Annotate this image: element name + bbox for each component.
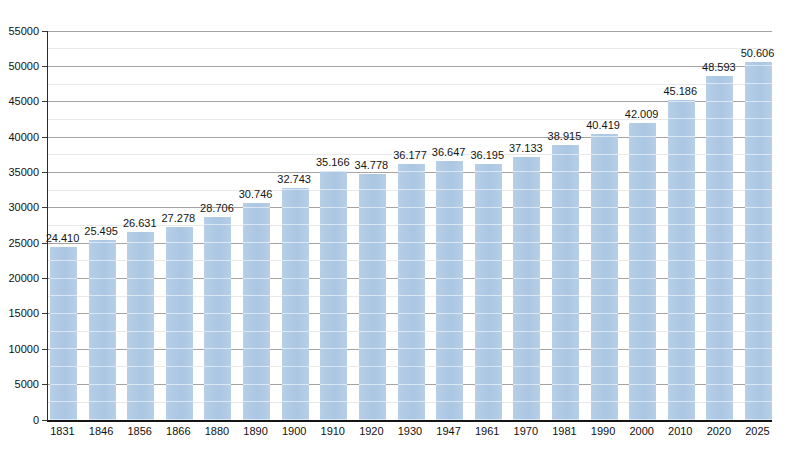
x-tick-label: 1981	[542, 425, 586, 437]
bar-1866	[166, 227, 193, 420]
y-tick-label: 10000	[0, 343, 39, 356]
bar-value-label: 32.743	[262, 173, 326, 185]
x-tick-label: 1961	[465, 425, 509, 437]
x-tick-label: 1900	[272, 425, 316, 437]
bar-value-label: 48.593	[687, 61, 751, 73]
y-tick-label: 45000	[0, 95, 39, 108]
bar-1880	[204, 217, 231, 420]
bar-value-label: 38.915	[532, 130, 596, 142]
bar-1900	[282, 188, 309, 420]
major-gridline	[48, 31, 772, 32]
bar-1947	[436, 161, 463, 420]
y-tick-label: 5000	[0, 378, 39, 391]
bar-1910	[320, 171, 347, 420]
bar-value-label: 37.133	[494, 142, 558, 154]
x-tick-label: 1890	[234, 425, 278, 437]
bar-1970	[513, 157, 540, 420]
x-tick-label: 2000	[620, 425, 664, 437]
y-tick-label: 20000	[0, 272, 39, 285]
x-tick-label: 1910	[311, 425, 355, 437]
x-tick-label: 1880	[195, 425, 239, 437]
minor-gridline	[48, 84, 772, 85]
y-tick-label: 35000	[0, 166, 39, 179]
x-tick-label: 1920	[349, 425, 393, 437]
x-tick-label: 1866	[156, 425, 200, 437]
bar-1846	[89, 240, 116, 420]
y-tick-label: 40000	[0, 131, 39, 144]
bar-1930	[398, 164, 425, 420]
bar-value-label: 28.706	[185, 202, 249, 214]
x-tick-label: 1947	[427, 425, 471, 437]
x-tick-label: 1970	[504, 425, 548, 437]
bar-1920	[359, 174, 386, 420]
population-bar-chart: 0500010000150002000025000300003500040000…	[0, 0, 800, 450]
major-gridline	[48, 137, 772, 138]
bar-1856	[127, 232, 154, 420]
x-tick-label: 1846	[79, 425, 123, 437]
x-tick-label: 1930	[388, 425, 432, 437]
x-tick-label: 2010	[658, 425, 702, 437]
x-tick-label: 1856	[118, 425, 162, 437]
bar-2000	[629, 123, 656, 420]
bar-1981	[552, 145, 579, 420]
bar-value-label: 50.606	[726, 47, 790, 59]
x-tick-label: 2020	[697, 425, 741, 437]
bar-value-label: 30.746	[224, 188, 288, 200]
major-gridline	[48, 66, 772, 67]
bar-value-label: 42.009	[610, 108, 674, 120]
bar-value-label: 40.419	[571, 119, 635, 131]
y-tick-label: 30000	[0, 201, 39, 214]
bar-1890	[243, 203, 270, 420]
y-tick-label: 55000	[0, 25, 39, 38]
bar-1961	[475, 164, 502, 420]
x-tick-label: 2025	[736, 425, 780, 437]
bar-2025	[745, 62, 772, 420]
x-tick-label: 1831	[41, 425, 85, 437]
major-gridline	[48, 101, 772, 102]
bar-1990	[591, 134, 618, 420]
y-tick-label: 0	[0, 414, 39, 427]
bar-2020	[706, 76, 733, 420]
bar-2010	[668, 100, 695, 420]
minor-gridline	[48, 48, 772, 49]
y-tick-label: 50000	[0, 60, 39, 73]
bar-1831	[50, 247, 77, 420]
y-tick-label: 15000	[0, 307, 39, 320]
x-tick-label: 1990	[581, 425, 625, 437]
bar-value-label: 45.186	[648, 85, 712, 97]
